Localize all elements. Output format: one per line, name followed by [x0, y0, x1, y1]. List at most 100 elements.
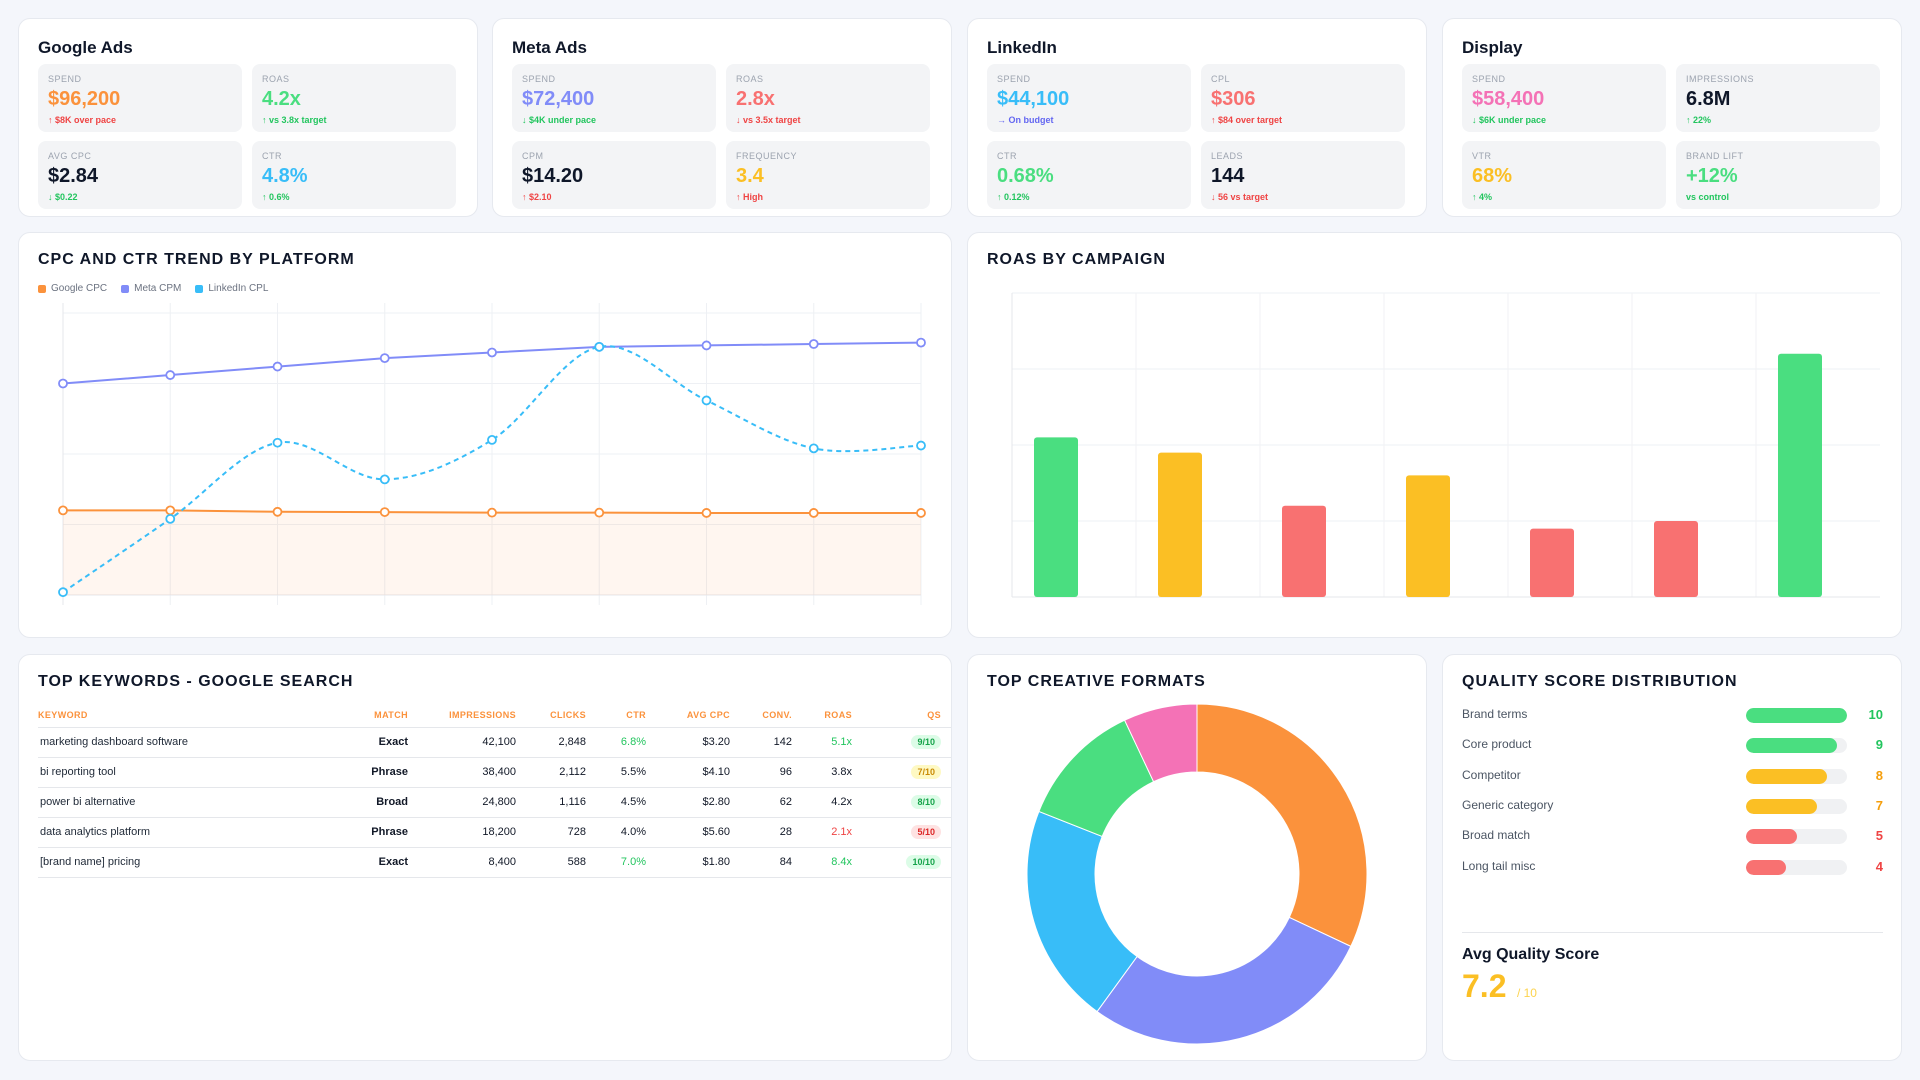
kpi-tile-cpm: CPM $14.20 ↑ $2.10 [512, 141, 716, 209]
kpi-value: 2.8x [736, 88, 775, 110]
cell-impressions: 18,200 [418, 817, 526, 848]
column-header-match[interactable]: MATCH [358, 703, 418, 728]
quality-score-value: 7 [1875, 797, 1883, 813]
column-header-keyword[interactable]: KEYWORD [38, 703, 358, 728]
table-row[interactable]: bi reporting tool Phrase 38,400 2,112 5.5% $4… [38, 757, 951, 788]
keywords-title: TOP KEYWORDS - GOOGLE SEARCH [38, 673, 354, 690]
quality-score-row: Competitor 8 [1462, 766, 1883, 786]
kpi-value: $96,200 [48, 88, 121, 110]
legend-label-meta-cpm: Meta CPM [134, 283, 182, 294]
quality-score-card: QUALITY SCORE DISTRIBUTION Avg Quality S… [1442, 654, 1902, 1061]
cell-keyword: bi reporting tool [38, 757, 358, 788]
kpi-tile-ctr: CTR 4.8% ↑ 0.6% [252, 141, 456, 209]
quality-score-row: Long tail misc 4 [1462, 857, 1883, 877]
kpi-delta-note: ↑ 4% [1472, 192, 1493, 202]
column-header-roas[interactable]: ROAS [802, 703, 862, 728]
avg-quality-label: Avg Quality Score [1462, 946, 1600, 963]
roas-bar [1406, 475, 1450, 597]
cell-keyword: [brand name] pricing [38, 847, 358, 878]
donut-slice[interactable] [1123, 703, 1198, 783]
quality-divider [1462, 932, 1883, 933]
kpi-tile-brand-lift: BRAND LIFT +12% vs control [1676, 141, 1880, 209]
cell-cpc: $1.80 [656, 847, 740, 878]
cell-cpc: $2.80 [656, 787, 740, 818]
legend-swatch-google-cpc [38, 284, 46, 293]
platform-card-display: Display SPEND $58,400 ↓ $6K under pace IMPRE… [1442, 18, 1902, 217]
avg-quality-value: 7.2 [1462, 968, 1507, 1004]
quality-score-label: Competitor [1462, 767, 1521, 782]
quality-score-row: Core product 9 [1462, 735, 1883, 755]
table-row[interactable]: data analytics platform Phrase 18,200 728 4.… [38, 817, 951, 848]
kpi-tile-spend: SPEND $44,100 → On budget [987, 64, 1191, 132]
kpi-label: CPM [522, 151, 544, 161]
cell-match: Phrase [358, 757, 418, 788]
quality-score-bar-fill [1746, 768, 1827, 784]
table-row[interactable]: power bi alternative Broad 24,800 1,116 4.5%… [38, 787, 951, 818]
quality-score-bar-fill [1746, 829, 1797, 845]
column-header-qs[interactable]: QS [862, 703, 951, 728]
data-point-meta-cpm [165, 370, 176, 380]
roas-chart-title: ROAS BY CAMPAIGN [987, 251, 1166, 268]
data-point-linkedin-cpl [916, 440, 926, 451]
kpi-delta-note: ↑ $2.10 [522, 192, 552, 202]
kpi-delta-note: ↓ vs 3.5x target [736, 115, 801, 125]
cell-qs: 10/10 [862, 847, 951, 878]
cell-keyword: data analytics platform [38, 817, 358, 848]
kpi-value: $44,100 [997, 88, 1070, 110]
quality-score-value: 9 [1875, 737, 1883, 753]
column-header-ctr[interactable]: CTR [596, 703, 656, 728]
kpi-value: 0.68% [997, 165, 1054, 187]
cell-ctr: 6.8% [596, 727, 656, 758]
kpi-tile-ctr: CTR 0.68% ↑ 0.12% [987, 141, 1191, 209]
keywords-table: KEYWORD MATCH IMPRESSIONS CLICKS CTR AVG CPC C… [38, 703, 951, 878]
column-header-impressions[interactable]: IMPRESSIONS [418, 703, 526, 728]
keywords-header-row: KEYWORD MATCH IMPRESSIONS CLICKS CTR AVG CPC C… [38, 703, 951, 728]
cell-conv: 96 [740, 757, 802, 788]
donut-slice[interactable] [1096, 916, 1352, 1045]
data-point-meta-cpm [916, 337, 926, 348]
data-point-linkedin-cpl [701, 395, 712, 406]
donut-slice[interactable] [1026, 810, 1138, 1013]
quality-score-bar-fill [1746, 798, 1817, 814]
table-row[interactable]: [brand name] pricing Exact 8,400 588 7.0% $1.… [38, 847, 951, 878]
quality-score-label: Long tail misc [1462, 858, 1536, 873]
trend-legend: Google CPC Meta CPM LinkedIn CPL [38, 283, 268, 294]
quality-score-row: Broad match 5 [1462, 826, 1883, 846]
quality-score-label: Generic category [1462, 797, 1554, 812]
kpi-value: 6.8M [1686, 88, 1731, 110]
creative-formats-card: TOP CREATIVE FORMATS [967, 654, 1427, 1061]
column-header-conv-[interactable]: CONV. [740, 703, 802, 728]
table-row[interactable]: marketing dashboard software Exact 42,100 2… [38, 727, 951, 758]
kpi-delta-note: ↑ $84 over target [1211, 115, 1283, 125]
keywords-card: TOP KEYWORDS - GOOGLE SEARCH KEYWORD MATC… [18, 654, 952, 1061]
kpi-label: CTR [997, 151, 1017, 161]
kpi-delta-note: ↑ High [736, 192, 763, 202]
platform-title: Display [1462, 38, 1523, 57]
quality-score-bar-fill [1746, 859, 1787, 875]
cell-roas: 3.8x [802, 757, 862, 788]
donut-slice[interactable] [1196, 703, 1368, 948]
roas-chart-card: ROAS BY CAMPAIGN [967, 232, 1902, 638]
kpi-value: 68% [1472, 165, 1513, 187]
legend-item-linkedin-cpl[interactable]: LinkedIn CPL [195, 283, 268, 294]
quality-score-bar-track [1746, 738, 1847, 754]
column-header-clicks[interactable]: CLICKS [526, 703, 596, 728]
legend-item-meta-cpm[interactable]: Meta CPM [121, 283, 181, 294]
kpi-tile-vtr: VTR 68% ↑ 4% [1462, 141, 1666, 209]
kpi-tile-leads: LEADS 144 ↓ 56 vs target [1201, 141, 1405, 209]
data-point-linkedin-cpl [58, 587, 68, 598]
kpi-tile-impressions: IMPRESSIONS 6.8M ↑ 22% [1676, 64, 1880, 132]
legend-item-google-cpc[interactable]: Google CPC [38, 283, 107, 294]
kpi-label: BRAND LIFT [1686, 151, 1744, 161]
data-point-google-cpc [58, 505, 68, 516]
quality-score-bar-fill [1746, 738, 1837, 754]
cell-impressions: 8,400 [418, 847, 526, 878]
data-point-linkedin-cpl [487, 434, 497, 445]
series-line-linkedin-cpl [62, 345, 922, 594]
platform-title: LinkedIn [987, 38, 1057, 57]
legend-label-linkedin-cpl: LinkedIn CPL [208, 283, 269, 294]
kpi-label: SPEND [1472, 74, 1506, 84]
kpi-label: SPEND [48, 74, 82, 84]
kpi-delta-note: ↑ 0.12% [997, 192, 1030, 202]
column-header-avg-cpc[interactable]: AVG CPC [656, 703, 740, 728]
